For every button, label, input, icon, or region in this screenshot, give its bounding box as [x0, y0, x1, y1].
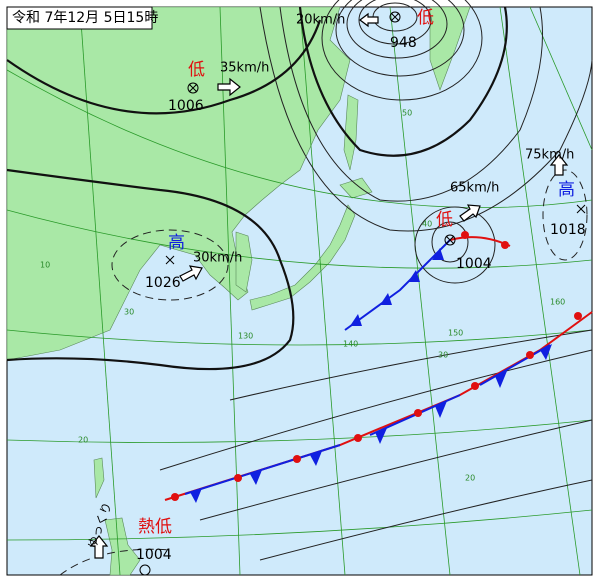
grid-label: 150 [448, 329, 463, 338]
system-label: 高 [558, 180, 575, 200]
system-label: 低 [417, 8, 434, 28]
graticule [6, 6, 593, 576]
grid-label: 40 [422, 220, 432, 229]
map-title: 令和 7年12月 5日15時 [12, 10, 158, 26]
grid-label: 10 [40, 261, 50, 270]
pressure: 1004 [136, 547, 172, 563]
grid-label: 30 [124, 308, 134, 317]
grid-label: 130 [238, 332, 253, 341]
pressure: 1018 [550, 222, 586, 238]
land [6, 6, 471, 576]
system-label: 低 [188, 60, 205, 80]
grid-label: 160 [550, 298, 565, 307]
grid-label: 140 [343, 340, 358, 349]
grid-labels: 50 40 30 20 10 20 30 130 140 150 160 [40, 109, 565, 483]
grid-label: 50 [402, 109, 412, 118]
grid-label: 20 [465, 474, 475, 483]
isobars [6, 0, 593, 576]
grid-label: 30 [438, 351, 448, 360]
grid-label: 20 [78, 436, 88, 445]
system-label: 低 [436, 210, 453, 230]
speed: 75km/h [525, 148, 574, 163]
speed: 30km/h [193, 251, 242, 266]
centers [139, 11, 586, 576]
speed: 20km/h [296, 13, 345, 28]
pressure: 1006 [168, 98, 204, 114]
pressure: 948 [390, 35, 417, 51]
system-label: 高 [168, 233, 185, 253]
speed: 65km/h [450, 181, 499, 196]
system-label: 熱低 [138, 517, 172, 537]
speed: 35km/h [220, 61, 269, 76]
pressure: 1026 [145, 275, 181, 291]
fronts [164, 231, 593, 503]
pressure: 1004 [456, 256, 492, 272]
title-box [6, 6, 153, 30]
motion-arrows [89, 12, 569, 559]
